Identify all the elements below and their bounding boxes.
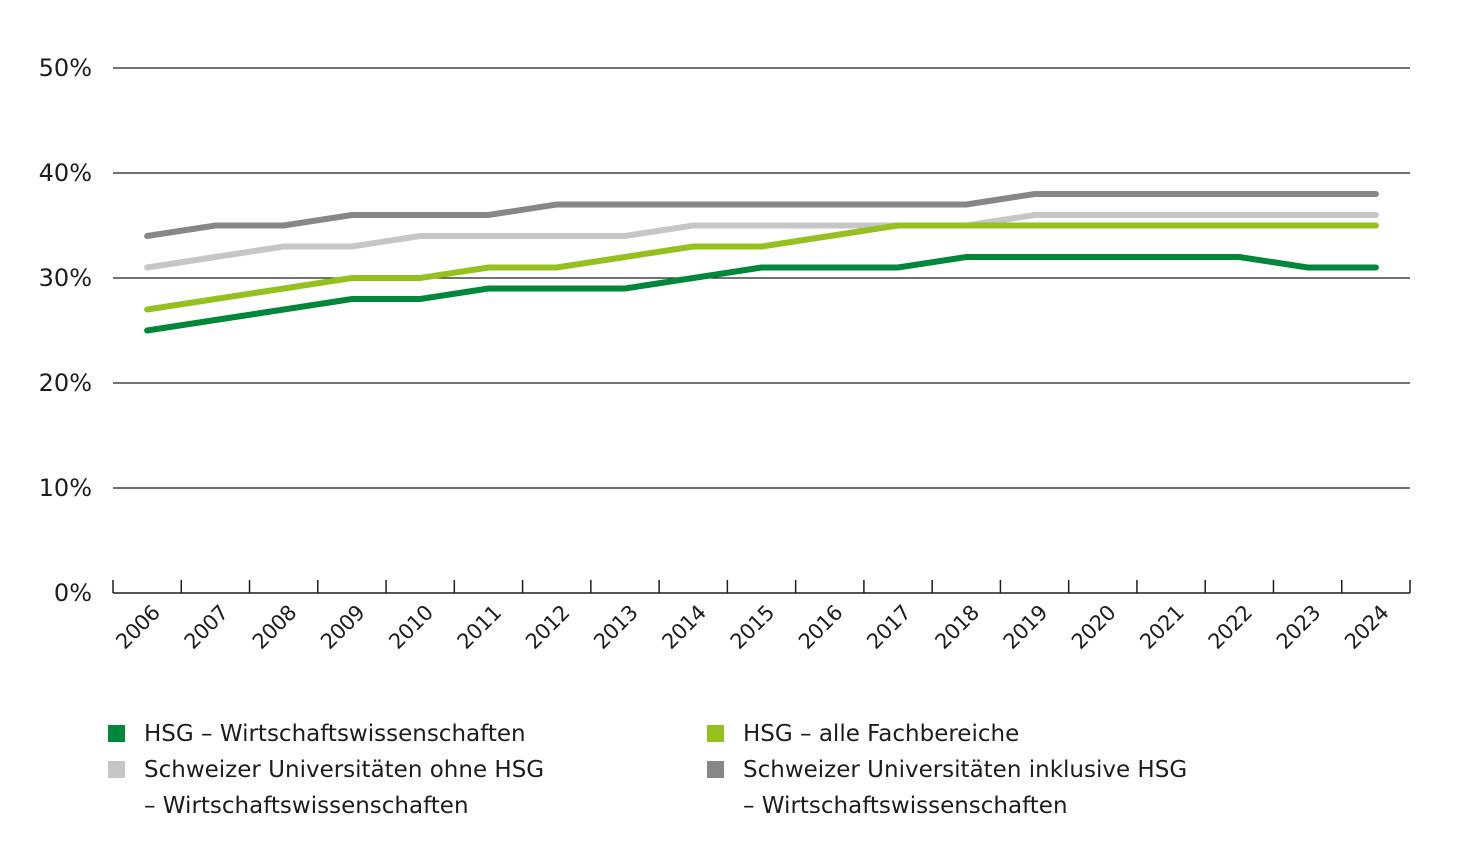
legend-item-hsg-alle-fachbereiche: HSG – alle Fachbereiche (707, 716, 1187, 752)
x-tick-label: 2018 (930, 601, 983, 654)
series-lines (144, 191, 1379, 334)
x-tick-label: 2006 (111, 600, 164, 653)
x-tick-label: 2015 (726, 601, 779, 654)
series-line-3 (144, 191, 1379, 239)
legend-label: HSG – Wirtschaftswissenschaften (144, 721, 526, 747)
y-tick-label: 50% (39, 54, 92, 82)
x-tick-label: 2012 (521, 601, 574, 654)
x-tick-label: 2023 (1272, 601, 1325, 654)
legend-label: HSG – alle Fachbereiche (743, 721, 1020, 747)
y-axis-tick-labels: 0% 10% 20% 30% 40% 50% (39, 54, 92, 607)
legend-label-continuation: – Wirtschaftswissenschaften (144, 793, 469, 819)
series-line-1 (144, 222, 1379, 313)
series-line-2 (144, 212, 1379, 271)
x-tick-label: 2013 (589, 601, 642, 654)
x-tick-label: 2007 (180, 601, 233, 654)
y-tick-label: 20% (39, 369, 92, 397)
x-tick-label: 2016 (794, 600, 847, 653)
legend-item-ch-inklusive-hsg: Schweizer Universitäten inklusive HSG – … (707, 752, 1187, 824)
x-tick-label: 2019 (999, 601, 1052, 654)
legend-item-hsg-wirtschaftswissenschaften: HSG – Wirtschaftswissenschaften (108, 716, 544, 752)
legend-label-continuation: – Wirtschaftswissenschaften (743, 793, 1068, 819)
x-axis (112, 580, 1411, 594)
legend-swatch (707, 761, 724, 778)
x-tick-label: 2017 (862, 601, 915, 654)
x-tick-label: 2008 (248, 601, 301, 654)
x-tick-label: 2022 (1204, 601, 1257, 654)
gridlines (113, 67, 1410, 489)
x-tick-label: 2009 (316, 601, 369, 654)
x-axis-tick-labels: 2006 2007 2008 2009 2010 2011 2012 2013 2014 2015… (111, 600, 1393, 653)
x-tick-label: 2021 (1135, 601, 1188, 654)
legend-swatch (707, 725, 724, 742)
x-tick-label: 2024 (1340, 600, 1393, 653)
legend-label: Schweizer Universitäten inklusive HSG (743, 757, 1188, 783)
series-line-0 (144, 254, 1379, 334)
legend-label: Schweizer Universitäten ohne HSG (144, 757, 545, 783)
legend-column-right: HSG – alle Fachbereiche Schweizer Univer… (707, 716, 1187, 824)
x-tick-label: 2011 (453, 601, 506, 654)
legend-column-left: HSG – Wirtschaftswissenschaften Schweize… (108, 716, 544, 824)
y-tick-label: 0% (54, 579, 92, 607)
x-tick-label: 2014 (657, 600, 710, 653)
y-tick-label: 10% (39, 474, 92, 502)
legend-item-ch-ohne-hsg: Schweizer Universitäten ohne HSG – Wirts… (108, 752, 544, 824)
legend-swatch (108, 725, 125, 742)
x-tick-label: 2010 (384, 601, 437, 654)
y-tick-label: 40% (39, 159, 92, 187)
legend-swatch (108, 761, 125, 778)
y-tick-label: 30% (39, 264, 92, 292)
x-tick-label: 2020 (1067, 601, 1120, 654)
